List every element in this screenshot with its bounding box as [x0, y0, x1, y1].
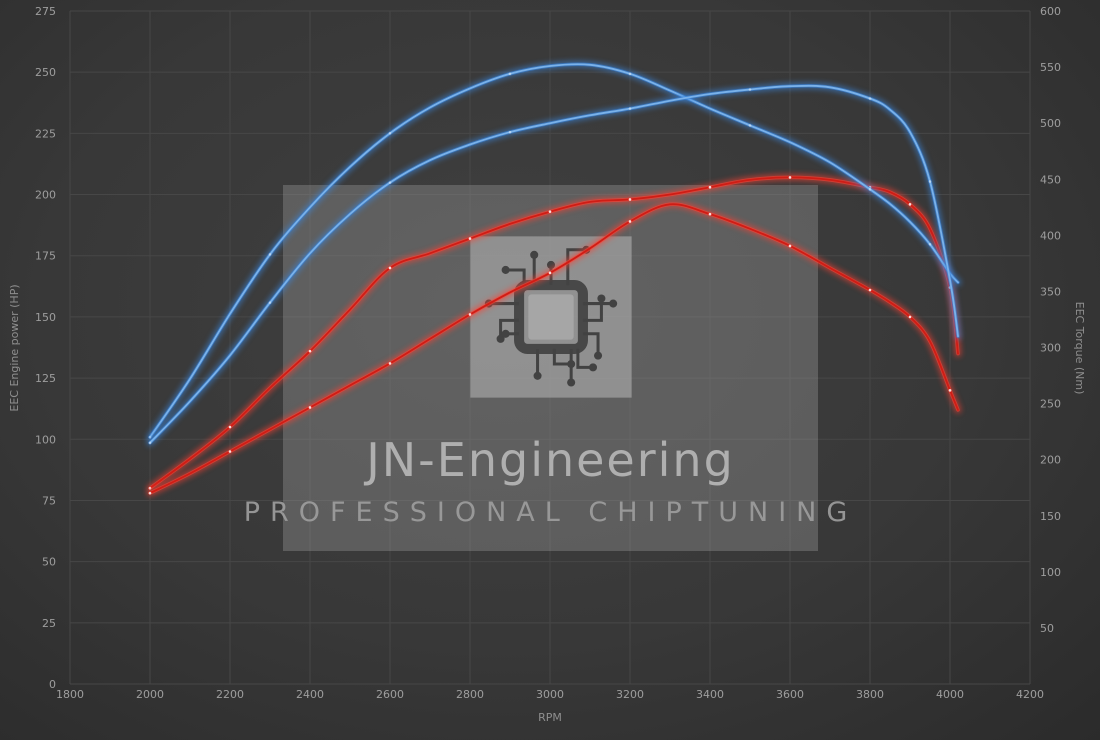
svg-text:450: 450: [1040, 173, 1061, 186]
series-power-tuned: [146, 173, 962, 492]
svg-text:RPM: RPM: [538, 711, 562, 724]
svg-text:1800: 1800: [56, 688, 84, 701]
svg-text:0: 0: [49, 678, 56, 691]
watermark-title: JN-Engineering: [366, 433, 735, 487]
svg-text:4200: 4200: [1016, 688, 1044, 701]
svg-text:100: 100: [1040, 566, 1061, 579]
svg-text:250: 250: [1040, 398, 1061, 411]
svg-text:50: 50: [1040, 622, 1054, 635]
watermark-subtitle: PROFESSIONAL CHIPTUNING: [243, 497, 858, 528]
svg-text:EEC Engine power (HP): EEC Engine power (HP): [8, 284, 21, 411]
svg-text:200: 200: [35, 189, 56, 202]
series-power-stock: [146, 200, 962, 497]
svg-text:350: 350: [1040, 285, 1061, 298]
svg-text:25: 25: [42, 617, 56, 630]
svg-text:50: 50: [42, 556, 56, 569]
svg-text:3200: 3200: [616, 688, 644, 701]
svg-text:75: 75: [42, 494, 56, 507]
svg-text:200: 200: [1040, 454, 1061, 467]
svg-text:3600: 3600: [776, 688, 804, 701]
svg-text:4000: 4000: [936, 688, 964, 701]
svg-text:3800: 3800: [856, 688, 884, 701]
svg-text:250: 250: [35, 66, 56, 79]
svg-text:3000: 3000: [536, 688, 564, 701]
svg-text:175: 175: [35, 250, 56, 263]
watermark: JN-Engineering PROFESSIONAL CHIPTUNING: [244, 185, 847, 551]
svg-text:500: 500: [1040, 117, 1061, 130]
svg-text:2200: 2200: [216, 688, 244, 701]
svg-text:150: 150: [35, 311, 56, 324]
tick-labels: 1800 2000 2200 2400 2600 2800 3000 3200 3400 3600…: [35, 5, 1061, 701]
svg-text:100: 100: [35, 433, 56, 446]
svg-text:2600: 2600: [376, 688, 404, 701]
svg-text:150: 150: [1040, 510, 1061, 523]
svg-text:EEC Torque (Nm): EEC Torque (Nm): [1073, 302, 1086, 395]
svg-text:225: 225: [35, 127, 56, 140]
svg-text:550: 550: [1040, 61, 1061, 74]
svg-text:300: 300: [1040, 342, 1061, 355]
svg-text:2000: 2000: [136, 688, 164, 701]
svg-text:600: 600: [1040, 5, 1061, 18]
series-torque-stock: [146, 82, 962, 447]
series-torque-tuned: [146, 60, 962, 441]
axis-titles: RPM EEC Engine power (HP) EEC Torque (Nm): [8, 284, 1086, 724]
svg-text:2800: 2800: [456, 688, 484, 701]
svg-text:125: 125: [35, 372, 56, 385]
svg-text:2400: 2400: [296, 688, 324, 701]
svg-text:275: 275: [35, 5, 56, 18]
svg-text:400: 400: [1040, 229, 1061, 242]
svg-text:3400: 3400: [696, 688, 724, 701]
